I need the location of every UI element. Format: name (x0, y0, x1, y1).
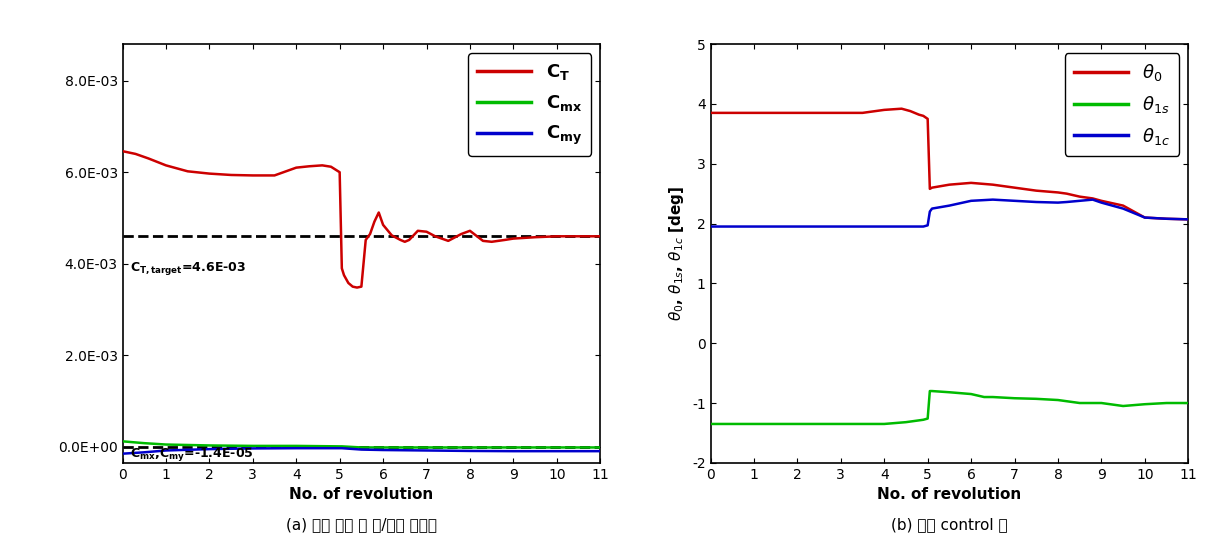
Text: (b) 트림 control 각: (b) 트림 control 각 (891, 517, 1008, 532)
Y-axis label: $\theta_0$, $\theta_{1s}$, $\theta_{1c}$ [deg]: $\theta_0$, $\theta_{1s}$, $\theta_{1c}$… (668, 186, 686, 321)
Text: $\mathbf{C_{T,target}}$=4.6E-03: $\mathbf{C_{T,target}}$=4.6E-03 (130, 260, 246, 277)
Legend: $\theta_0$, $\theta_{1s}$, $\theta_{1c}$: $\theta_0$, $\theta_{1s}$, $\theta_{1c}$ (1065, 53, 1180, 156)
X-axis label: No. of revolution: No. of revolution (289, 487, 434, 503)
Text: $\mathbf{C_{mx}}$,$\mathbf{C_{my}}$=-1.4E-05: $\mathbf{C_{mx}}$,$\mathbf{C_{my}}$=-1.4… (130, 446, 254, 463)
Legend: $\mathbf{C_T}$, $\mathbf{C_{mx}}$, $\mathbf{C_{my}}$: $\mathbf{C_T}$, $\mathbf{C_{mx}}$, $\mat… (468, 53, 592, 156)
X-axis label: No. of revolution: No. of revolution (877, 487, 1022, 503)
Text: (a) 로터 추력 및 롤/피칭 모멘트: (a) 로터 추력 및 롤/피칭 모멘트 (285, 517, 437, 532)
